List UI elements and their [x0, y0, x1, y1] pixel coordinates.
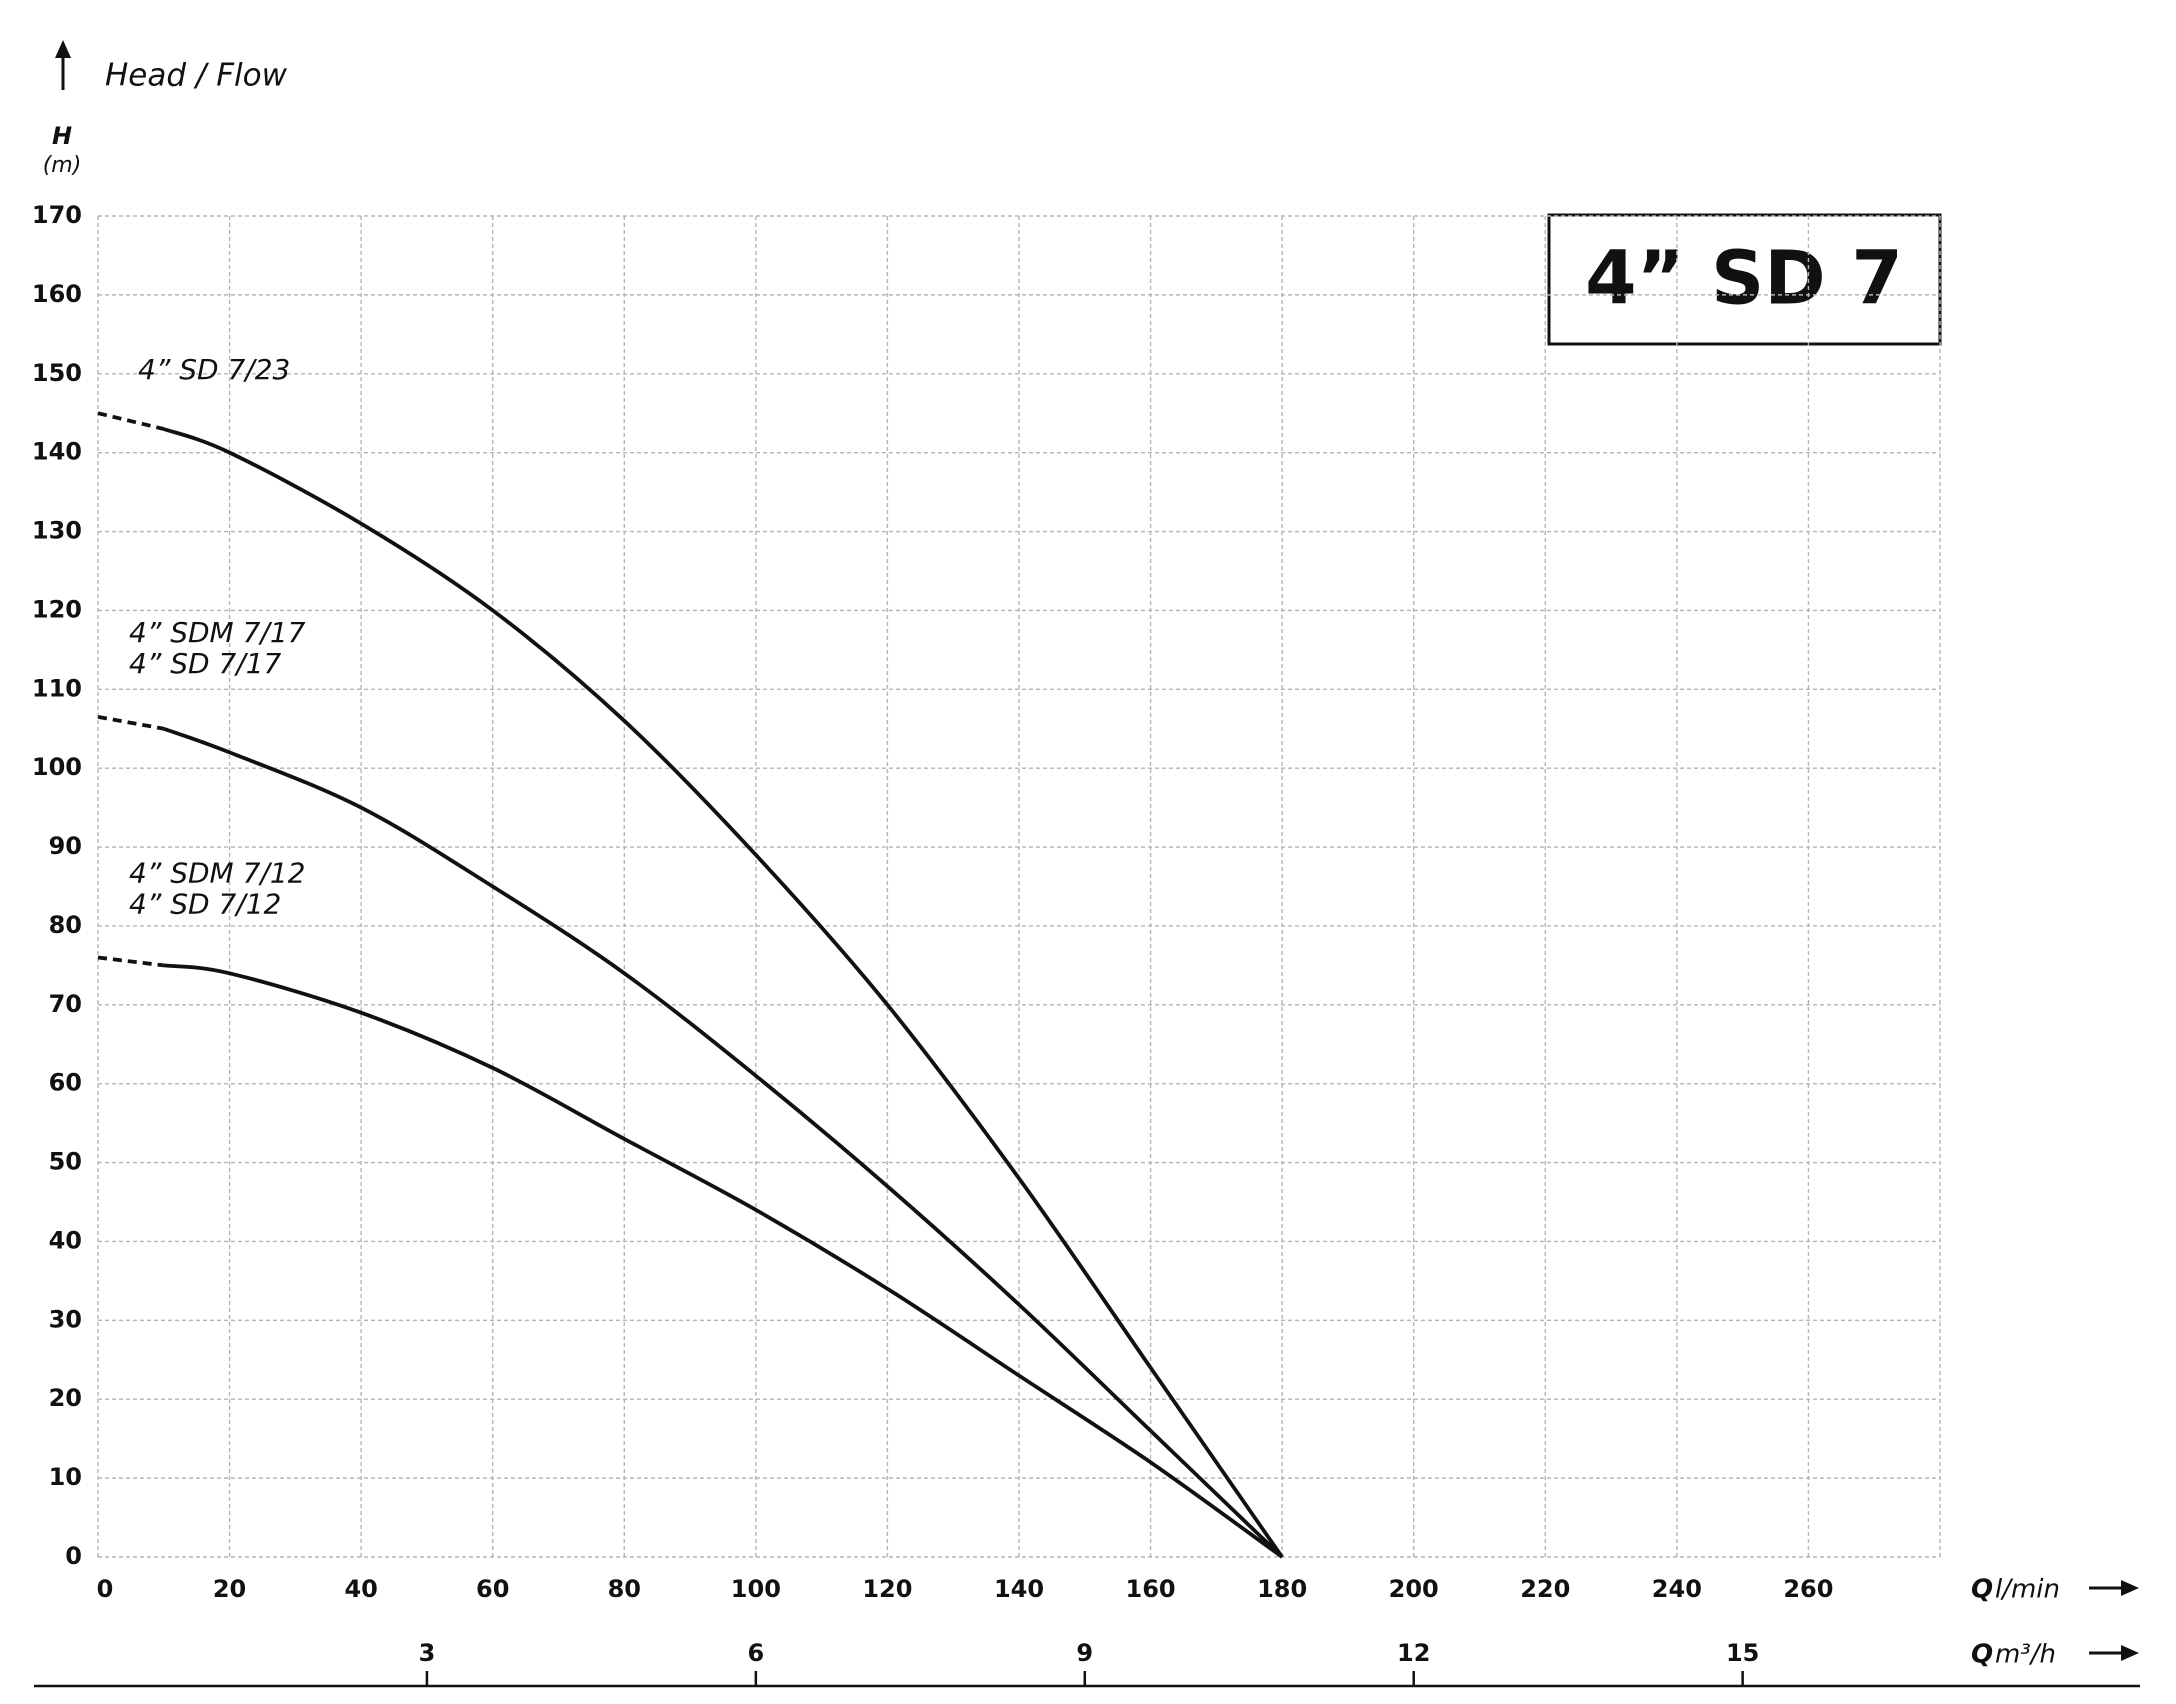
x2-tick-label: 3 [419, 1639, 436, 1667]
y-tick-label: 120 [32, 595, 82, 623]
curve-label: 4” SD 7/23 [138, 353, 290, 386]
x-tick-label: 20 [213, 1575, 246, 1603]
axis-caption: Head / Flow [105, 58, 288, 94]
curve [163, 963, 1284, 1559]
x-tick-label: 200 [1389, 1575, 1439, 1603]
y-tick-label: 80 [49, 911, 82, 939]
x-tick-label: 120 [862, 1575, 912, 1603]
x-tick-label: 180 [1257, 1575, 1307, 1603]
curve-extrapolated [97, 715, 165, 731]
x-tick-label: 160 [1126, 1575, 1176, 1603]
x-tick-label: 40 [344, 1575, 377, 1603]
curve-extrapolated [97, 411, 165, 431]
curve-label: 4” SDM 7/12 [129, 856, 306, 889]
chart-title: 4” SD 7 [1585, 236, 1903, 322]
x-tick-label: 0 [97, 1575, 114, 1603]
x2-unit: m³/h [1995, 1640, 2056, 1670]
y-tick-label: 50 [49, 1148, 82, 1176]
curve-label: 4” SD 7/12 [129, 887, 281, 920]
x-tick-label: 260 [1783, 1575, 1833, 1603]
curve-label: 4” SD 7/17 [129, 647, 282, 680]
y-tick-label: 90 [49, 832, 82, 860]
y-arrow-head [55, 40, 71, 58]
curve [163, 427, 1284, 1559]
x-arrow-head [2121, 1580, 2139, 1596]
y-tick-label: 110 [32, 674, 82, 702]
x2-label: Q [1971, 1640, 1993, 1670]
x-tick-label: 220 [1520, 1575, 1570, 1603]
x-unit: l/min [1995, 1575, 2060, 1605]
x-label: Q [1971, 1575, 1993, 1605]
y-tick-label: 30 [49, 1305, 82, 1333]
y-tick-label: 0 [65, 1542, 82, 1570]
x-unit-label: Q l/min [1971, 1575, 2139, 1605]
y-tick-label: 150 [32, 359, 82, 387]
y-label: H [52, 122, 72, 150]
x2-arrow-head [2121, 1645, 2139, 1661]
x-tick-label: 140 [994, 1575, 1044, 1603]
y-tick-label: 140 [32, 438, 82, 466]
x2-tick-label: 12 [1397, 1639, 1430, 1667]
x2-unit-label: Q m³/h [1971, 1640, 2139, 1670]
curve-extrapolated [97, 955, 165, 968]
curve [163, 726, 1284, 1559]
y-tick-label: 70 [49, 990, 82, 1018]
x-tick-label: 60 [476, 1575, 509, 1603]
y-tick-label: 10 [49, 1463, 82, 1491]
y-tick-label: 20 [49, 1384, 82, 1412]
y-unit: (m) [43, 153, 82, 178]
y-tick-label: 100 [32, 753, 82, 781]
y-tick-label: 170 [32, 201, 82, 229]
x-tick-label: 240 [1652, 1575, 1702, 1603]
x2-tick-label: 6 [748, 1639, 765, 1667]
x2-tick-label: 9 [1076, 1639, 1093, 1667]
x2-tick-label: 15 [1726, 1639, 1759, 1667]
y-tick-label: 60 [49, 1069, 82, 1097]
curve-label: 4” SDM 7/17 [129, 616, 306, 649]
x-tick-label: 80 [608, 1575, 641, 1603]
y-tick-label: 40 [49, 1226, 82, 1254]
x-tick-label: 100 [731, 1575, 781, 1603]
y-tick-label: 130 [32, 517, 82, 545]
y-tick-label: 160 [32, 280, 82, 308]
